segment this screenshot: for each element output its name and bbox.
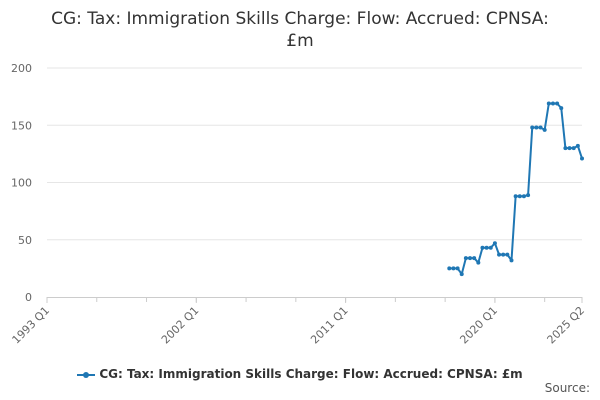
data-point[interactable] <box>488 245 493 250</box>
data-point[interactable] <box>550 101 555 106</box>
x-tick-label: 2002 Q1 <box>159 304 202 347</box>
data-point[interactable] <box>575 143 580 148</box>
chart-title: CG: Tax: Immigration Skills Charge: Flow… <box>0 8 600 52</box>
legend-label: CG: Tax: Immigration Skills Charge: Flow… <box>99 367 523 381</box>
data-point[interactable] <box>497 252 502 257</box>
data-point[interactable] <box>451 266 456 271</box>
data-point[interactable] <box>559 106 564 111</box>
chart-title-line-2: £m <box>286 31 314 51</box>
x-tick-label: 2011 Q1 <box>308 304 351 347</box>
data-point[interactable] <box>538 125 543 130</box>
data-point[interactable] <box>567 146 572 151</box>
data-point[interactable] <box>542 127 547 132</box>
y-tick-label: 200 <box>11 62 32 75</box>
data-point[interactable] <box>468 256 473 261</box>
data-point[interactable] <box>484 245 489 250</box>
data-point[interactable] <box>463 256 468 261</box>
x-tick-label: 2025 Q2 <box>545 304 588 347</box>
y-tick-label: 0 <box>25 291 32 304</box>
data-point[interactable] <box>505 252 510 257</box>
x-tick-label: 1993 Q1 <box>10 304 53 347</box>
x-tick-label: 2020 Q1 <box>457 304 500 347</box>
legend-line-marker-icon <box>77 370 96 380</box>
data-point[interactable] <box>526 193 531 198</box>
data-point[interactable] <box>447 266 452 271</box>
data-point[interactable] <box>459 272 464 277</box>
data-point[interactable] <box>480 245 485 250</box>
y-tick-label: 100 <box>11 177 32 190</box>
source-label: Source: <box>544 381 590 395</box>
series-line <box>449 102 583 276</box>
y-axis-ticks: 0 50 100 150 200 <box>11 62 32 304</box>
data-point[interactable] <box>521 194 526 199</box>
data-point[interactable] <box>509 258 514 263</box>
data-point[interactable] <box>530 125 535 130</box>
x-axis: 1993 Q1 2002 Q1 2011 Q1 2020 Q1 2025 Q2 <box>10 297 588 347</box>
data-point[interactable] <box>571 146 576 151</box>
data-point[interactable] <box>546 101 551 106</box>
data-point[interactable] <box>472 256 477 261</box>
chart-title-line-1: CG: Tax: Immigration Skills Charge: Flow… <box>51 9 549 29</box>
data-point[interactable] <box>492 241 497 246</box>
y-tick-label: 150 <box>11 119 32 132</box>
data-point[interactable] <box>476 260 481 265</box>
series-layer <box>447 101 584 277</box>
data-point[interactable] <box>555 101 560 106</box>
data-point[interactable] <box>513 194 518 199</box>
data-point[interactable] <box>501 252 506 257</box>
data-point[interactable] <box>455 266 460 271</box>
legend[interactable]: CG: Tax: Immigration Skills Charge: Flow… <box>0 367 600 381</box>
data-point[interactable] <box>534 125 539 130</box>
y-tick-label: 50 <box>18 234 32 247</box>
data-point[interactable] <box>563 146 568 151</box>
data-point[interactable] <box>517 194 522 199</box>
gridlines <box>47 67 582 241</box>
data-point[interactable] <box>580 156 584 161</box>
